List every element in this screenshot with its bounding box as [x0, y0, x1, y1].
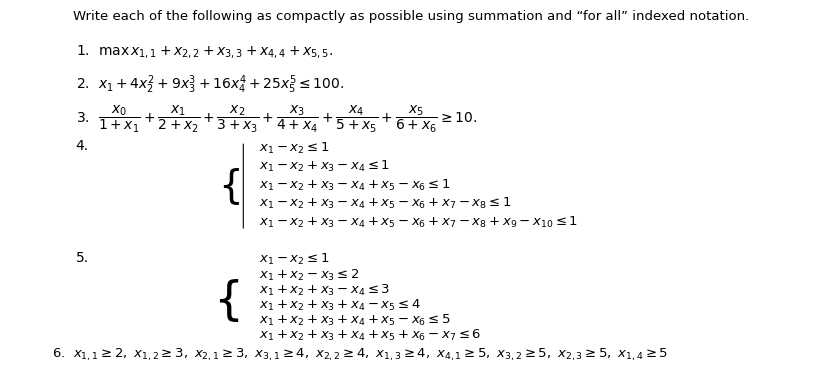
- Text: $x_1 - x_2 + x_3 - x_4 \leq 1$: $x_1 - x_2 + x_3 - x_4 \leq 1$: [259, 159, 390, 174]
- Text: $x_1 - x_2 + x_3 - x_4 + x_5 - x_6 + x_7 - x_8 + x_9 - x_{10} \leq 1$: $x_1 - x_2 + x_3 - x_4 + x_5 - x_6 + x_7…: [259, 215, 578, 230]
- Text: $x_1 + x_2 - x_3 \leq 2$: $x_1 + x_2 - x_3 \leq 2$: [259, 268, 359, 283]
- Text: $\left\{\ \right.$: $\left\{\ \right.$: [213, 277, 239, 324]
- Text: Write each of the following as compactly as possible using summation and “for al: Write each of the following as compactly…: [73, 10, 749, 23]
- Text: 5.: 5.: [76, 251, 89, 265]
- Text: $x_1 + x_2 + x_3 + x_4 + x_5 - x_6 \leq 5$: $x_1 + x_2 + x_3 + x_4 + x_5 - x_6 \leq …: [259, 313, 450, 328]
- Text: $x_1 - x_2 \leq 1$: $x_1 - x_2 \leq 1$: [259, 252, 329, 268]
- Text: $x_1 + x_2 + x_3 - x_4 \leq 3$: $x_1 + x_2 + x_3 - x_4 \leq 3$: [259, 283, 390, 298]
- Text: 1.  $\max\, x_{1,1} + x_{2,2} + x_{3,3} + x_{4,4} + x_{5,5}.$: 1. $\max\, x_{1,1} + x_{2,2} + x_{3,3} +…: [76, 43, 333, 59]
- Text: $x_1 - x_2 + x_3 - x_4 + x_5 - x_6 + x_7 - x_8 \leq 1$: $x_1 - x_2 + x_3 - x_4 + x_5 - x_6 + x_7…: [259, 196, 511, 211]
- Text: 3.  $\dfrac{x_0}{1+x_1} + \dfrac{x_1}{2+x_2} + \dfrac{x_2}{3+x_3} + \dfrac{x_3}{: 3. $\dfrac{x_0}{1+x_1} + \dfrac{x_1}{2+x…: [76, 103, 477, 135]
- Text: $\left\{\ \right.$: $\left\{\ \right.$: [218, 166, 239, 207]
- Text: $x_1 + x_2 + x_3 + x_4 + x_5 + x_6 - x_7 \leq 6$: $x_1 + x_2 + x_3 + x_4 + x_5 + x_6 - x_7…: [259, 328, 481, 343]
- Text: 4.: 4.: [76, 139, 89, 153]
- Text: $x_1 - x_2 \leq 1$: $x_1 - x_2 \leq 1$: [259, 141, 329, 156]
- Text: 2.  $x_1 + 4x_2^2 + 9x_3^3 + 16x_4^4 + 25x_5^5 \leq 100.$: 2. $x_1 + 4x_2^2 + 9x_3^3 + 16x_4^4 + 25…: [76, 73, 344, 96]
- Text: $x_1 - x_2 + x_3 - x_4 + x_5 - x_6 \leq 1$: $x_1 - x_2 + x_3 - x_4 + x_5 - x_6 \leq …: [259, 178, 450, 193]
- Text: 6.  $x_{1,1} \geq 2,\ x_{1,2} \geq 3,\ x_{2,1} \geq 3,\ x_{3,1} \geq 4,\ x_{2,2}: 6. $x_{1,1} \geq 2,\ x_{1,2} \geq 3,\ x_…: [52, 346, 668, 363]
- Text: $x_1 + x_2 + x_3 + x_4 - x_5 \leq 4$: $x_1 + x_2 + x_3 + x_4 - x_5 \leq 4$: [259, 298, 421, 313]
